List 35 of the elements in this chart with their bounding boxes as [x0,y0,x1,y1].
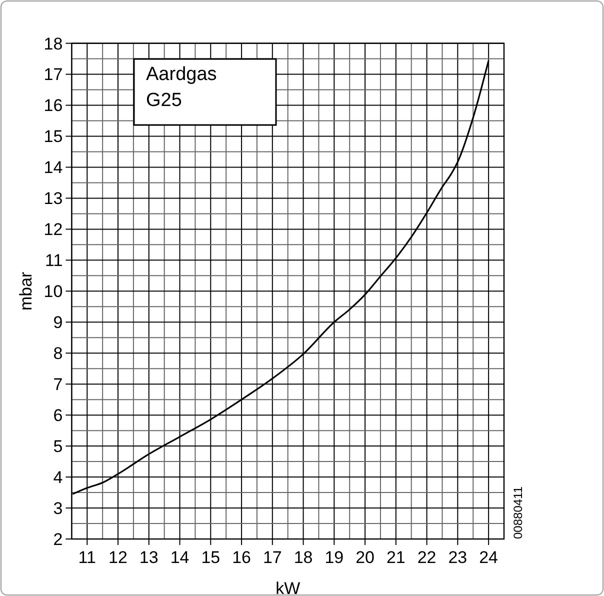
y-tick-label: 14 [44,158,63,178]
annotation: Aardgas G25 [146,64,217,111]
y-tick-label: 17 [44,65,63,84]
x-axis-title: kW [276,579,300,596]
x-tick-label: 21 [386,548,406,567]
y-tick-label: 16 [44,96,63,116]
y-tick-label: 10 [44,282,63,302]
x-tick-label: 16 [232,548,251,567]
x-tick-label: 19 [324,548,344,567]
x-tick-label: 11 [78,548,96,567]
x-tick-label: 23 [448,548,468,567]
y-tick-label: 7 [53,375,63,394]
x-tick-label: 18 [294,548,313,567]
y-tick-label: 2 [53,530,63,549]
y-tick-label: 4 [53,468,63,487]
y-tick-label: 9 [53,313,63,332]
text: 00880411 [511,486,526,539]
x-tick-label: 17 [262,548,282,567]
y-tick-label: 18 [44,34,63,54]
x-tick-label: 20 [356,548,375,567]
x-tick-label: 22 [417,548,436,567]
y-tick-label: 5 [53,437,63,456]
x-tick-label: 15 [201,548,220,567]
y-tick-label: 12 [44,220,63,240]
x-tick-label: 12 [108,548,128,567]
x-tick-label: 14 [170,548,190,567]
y-tick-label: 11 [45,251,63,270]
y-axis-title: mbar [16,271,36,311]
x-tick-label: 24 [479,548,498,567]
y-tick-label: 6 [53,406,63,426]
x-tick-label: 13 [139,548,158,567]
y-tick-label: 13 [44,189,63,208]
y-tick-label: 3 [53,498,63,518]
y-tick-label: 15 [44,127,63,146]
y-tick-label: 8 [53,344,63,364]
